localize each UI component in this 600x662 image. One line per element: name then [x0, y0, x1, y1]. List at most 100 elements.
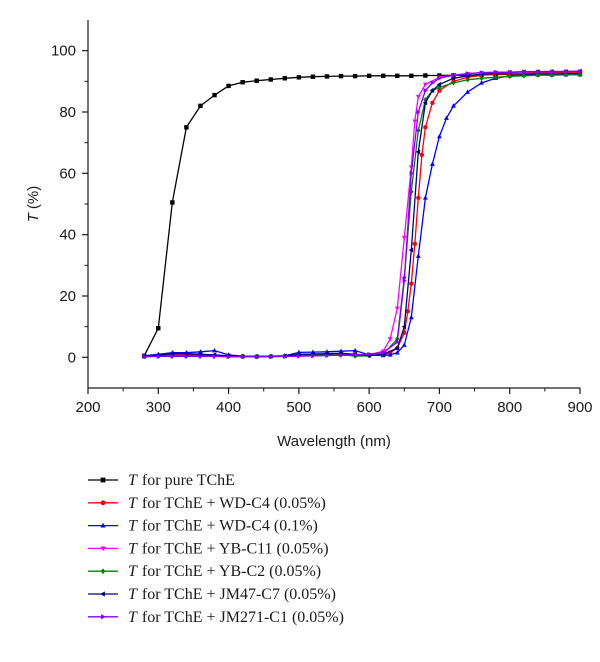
data-point: [550, 69, 555, 75]
data-point: [401, 235, 407, 241]
data-point: [254, 78, 259, 83]
y-tick-label: 80: [59, 104, 76, 121]
series-3: [141, 71, 583, 359]
data-point: [422, 100, 428, 106]
series-7: [142, 69, 583, 360]
x-tick-label: 600: [357, 399, 382, 416]
legend-label-text: for TChE + WD-C4 (0.05%): [142, 495, 326, 512]
data-point: [564, 69, 569, 74]
data-point: [415, 94, 421, 100]
legend-label-symbol: T: [128, 586, 138, 603]
data-point: [352, 347, 358, 353]
legend-label-symbol: T: [128, 609, 138, 626]
data-point: [409, 170, 414, 176]
data-point: [415, 253, 421, 258]
data-point: [450, 75, 456, 81]
data-point: [297, 353, 302, 359]
data-point: [401, 324, 407, 330]
data-point: [240, 354, 246, 360]
data-point: [430, 100, 435, 106]
data-point: [408, 247, 414, 253]
data-point: [451, 72, 457, 78]
data-point: [423, 88, 429, 93]
data-point: [395, 339, 400, 345]
data-point: [521, 73, 526, 79]
data-point: [387, 337, 393, 342]
data-point: [493, 69, 499, 75]
legend-label-symbol: T: [128, 563, 138, 580]
data-point: [183, 351, 189, 357]
data-point: [408, 314, 414, 320]
data-point: [412, 241, 418, 247]
data-point: [479, 70, 485, 76]
series-line: [144, 70, 581, 358]
x-tick-label: 400: [216, 399, 241, 416]
data-point: [429, 161, 435, 166]
legend-label-symbol: T: [128, 495, 138, 512]
data-point: [536, 69, 541, 75]
data-point: [310, 74, 316, 79]
data-point: [423, 73, 428, 78]
data-point: [479, 80, 485, 85]
data-point: [311, 353, 316, 359]
data-point: [405, 309, 410, 314]
data-point: [578, 69, 583, 74]
data-point: [430, 80, 436, 86]
legend-label-text: for TChE + YB-C2 (0.05%): [142, 563, 321, 580]
series-1: [142, 71, 583, 358]
data-point: [156, 326, 161, 331]
data-point: [198, 103, 203, 109]
x-tick-label: 300: [146, 399, 171, 416]
series-line: [144, 73, 580, 358]
data-point: [437, 75, 443, 81]
legend-swatch-marker: [100, 477, 106, 483]
data-point: [367, 351, 372, 357]
data-point: [465, 71, 471, 77]
data-point: [212, 92, 217, 98]
data-point: [282, 76, 287, 81]
data-point: [416, 109, 421, 115]
series-line: [143, 73, 580, 357]
legend-swatch-marker: [101, 614, 106, 620]
data-point: [352, 73, 358, 79]
data-point: [416, 127, 421, 134]
legend-swatch-marker: [100, 591, 105, 597]
data-point: [465, 89, 470, 94]
data-point: [283, 353, 288, 359]
data-point: [170, 353, 175, 359]
data-point: [465, 77, 470, 83]
data-point: [394, 306, 400, 311]
data-point: [296, 75, 302, 80]
y-tick-label: 0: [68, 349, 76, 366]
data-point: [395, 73, 400, 79]
data-point: [339, 352, 344, 358]
data-point: [409, 73, 414, 79]
data-point: [184, 353, 190, 359]
data-point: [451, 103, 456, 108]
data-point: [423, 125, 428, 130]
series-line: [144, 71, 580, 358]
axes: Wavelength (nm) T(%) 200 300 400 500 600 700 8…: [25, 20, 593, 450]
data-point: [169, 351, 175, 357]
x-tick-label: 700: [427, 399, 452, 416]
data-point: [416, 195, 421, 201]
series-2: [142, 70, 583, 359]
data-point: [325, 353, 330, 358]
x-tick-label: 200: [75, 399, 100, 416]
legend-label-text: for TChE + JM271-C1 (0.05%): [142, 609, 344, 626]
data-point: [402, 278, 407, 284]
data-point: [170, 200, 175, 205]
data-point: [212, 347, 217, 353]
legend-label-symbol: T: [128, 472, 138, 489]
